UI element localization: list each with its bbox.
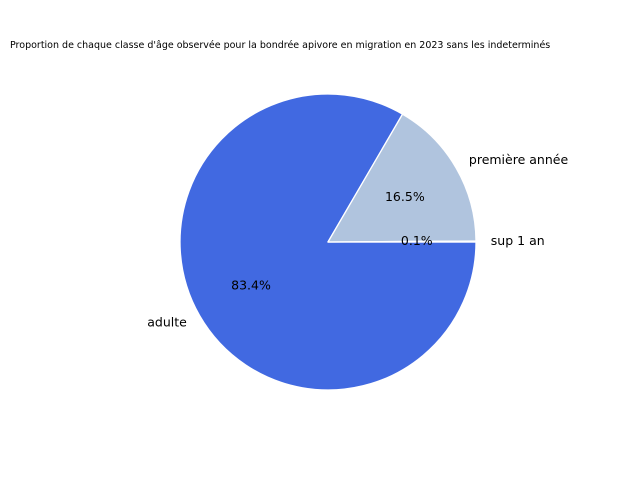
chart-title: Proportion de chaque classe d'âge observ… xyxy=(10,40,550,51)
pie-slices xyxy=(179,93,477,391)
pie-slice-sup-1-an xyxy=(327,240,477,243)
slice-percentage-label: 16.5% xyxy=(385,189,425,204)
slice-label: sup 1 an xyxy=(491,233,545,248)
pie-slice-première-année xyxy=(327,113,477,243)
slice-label: adulte xyxy=(147,315,187,330)
slice-label: première année xyxy=(469,152,569,167)
pie-labels: adulte 83.4% première année 16.5% sup 1 an 0.… xyxy=(147,152,568,330)
slice-percentage-label: 83.4% xyxy=(231,278,271,293)
slice-percentage-label: 0.1% xyxy=(401,233,433,248)
